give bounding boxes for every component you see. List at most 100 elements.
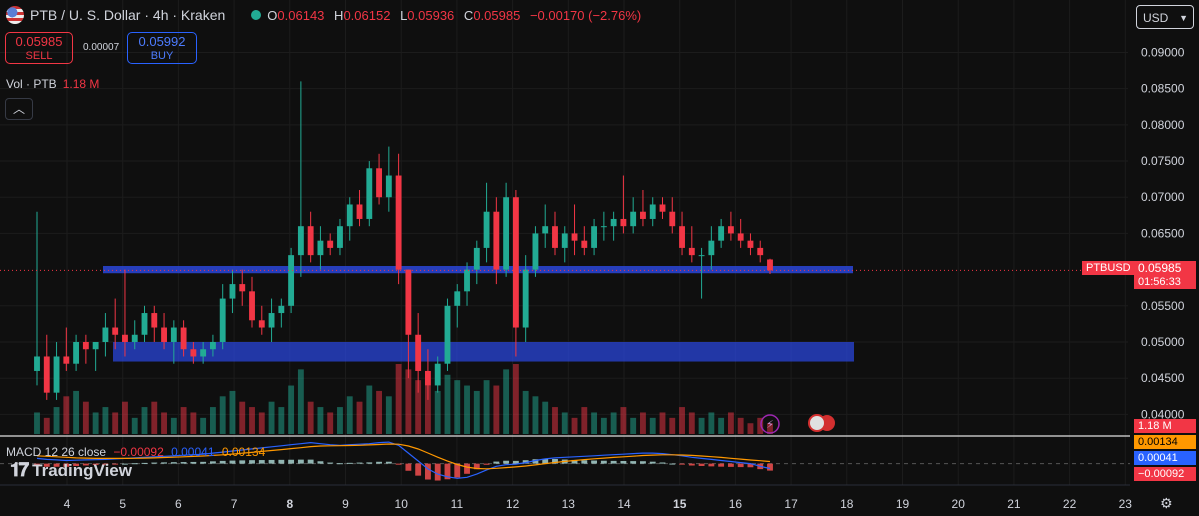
macd-histogram-bar [200,461,207,464]
macd-histogram-bar [620,461,627,464]
volume-bar [131,417,138,434]
macd-histogram-bar [669,463,676,465]
macd-histogram-bar [415,463,422,476]
volume-bar [425,385,431,434]
volume-bar [434,390,441,434]
macd-histogram-bar [473,463,480,470]
candle-body [63,356,70,364]
x-tick-label: 22 [1063,497,1077,511]
price-change: −0.00170 (−2.76%) [529,7,642,23]
macd-histogram-bar [493,461,500,464]
candle-body [747,240,754,248]
volume-bar [464,385,470,434]
macd-histogram-bar [170,462,177,464]
macd-histogram-bar [63,463,70,467]
collapse-legend-button[interactable]: ︿ [5,98,33,120]
y-tick-label: 0.07000 [1141,190,1185,204]
candle-body [503,197,510,270]
candle-body [346,204,353,227]
x-tick-label: 10 [395,497,409,511]
candle-body [34,356,40,371]
macd-histogram-bar [600,460,607,464]
macd-histogram-bar [747,463,754,468]
macd-histogram-bar [571,459,578,464]
candle-body [444,305,451,364]
y-tick-label: 0.07500 [1141,154,1185,168]
volume-bar [727,412,734,434]
buy-button[interactable]: 0.05992 BUY [127,32,197,64]
candle-body [581,240,588,248]
sell-button[interactable]: 0.05985 SELL [5,32,73,64]
candle-body [512,197,519,328]
macd-histogram-bar [229,460,236,464]
macd-histogram-bar [630,461,637,464]
volume-bar [376,390,382,434]
tradingview-logo[interactable]: 𝟏𝟕 TradingView [10,460,132,481]
y-tick-label: 0.04000 [1141,407,1185,421]
macd-histogram-bar [708,463,715,467]
macd-histogram-bar [425,463,431,480]
y-tick-label: 0.04500 [1141,371,1185,385]
candle-body [610,218,617,227]
volume-bar [366,385,373,434]
volume-bar [307,401,314,434]
volume-bar [522,390,529,434]
y-tick-label: 0.05000 [1141,335,1185,349]
candle-body [552,226,558,248]
x-tick-label: 12 [506,497,520,511]
macd-histogram-bar [190,461,197,464]
volume-bar [659,412,666,434]
macd-histogram-bar [327,462,334,464]
lightning-event-icon [760,414,780,434]
candle-body [131,334,138,342]
macd-histogram-bar [366,462,373,464]
macd-value-tag: −0.00092 [1134,467,1196,481]
volume-legend[interactable]: Vol · PTB 1.18 M [6,77,100,91]
macd-legend[interactable]: MACD 12 26 close −0.00092 0.00041 0.0013… [6,445,266,459]
volume-bar [698,417,705,434]
settings-icon[interactable]: ⚙ [1160,495,1173,511]
candle-body [258,320,265,328]
volume-bar [688,412,695,434]
x-tick-label: 7 [231,497,238,511]
candle-body [591,226,598,248]
macd-histogram-bar [376,461,382,464]
volume-bar [200,417,207,434]
macd-histogram-bar [767,463,773,471]
volume-bar [92,412,99,434]
volume-bar [43,417,50,434]
last-price-tag: 0.05985 [1134,261,1196,275]
volume-bar [209,407,216,434]
macd-histogram-bar [727,463,734,467]
x-tick-label: 5 [119,497,126,511]
candle-body [415,334,422,371]
candle-body [708,240,715,256]
volume-bar [473,390,480,434]
candle-body [180,327,187,350]
volume-bar [708,412,715,434]
volume-bar [268,401,275,434]
candle-body [376,168,382,198]
macd-histogram-bar [307,459,314,464]
bar-countdown-tag: 01:56:33 [1134,275,1196,289]
candle-body [82,342,89,350]
symbol-title[interactable]: PTB / U. S. Dollar · 4h · Kraken [30,7,226,23]
currency-select[interactable]: USD ▼ [1136,5,1194,29]
volume-tag: 1.18 M [1134,419,1196,433]
macd-histogram-bar [640,461,646,464]
spread-value: 0.00007 [83,42,120,53]
ohlc-values: O0.06143 H0.06152 L0.05936 C0.05985 −0.0… [267,7,642,23]
x-tick-label: 16 [729,497,743,511]
candle-body [473,247,480,270]
macd-histogram-bar [356,462,363,464]
volume-bar [649,417,656,434]
candle-body [170,327,177,342]
volume-bar [405,369,412,434]
macd-histogram-bar [385,461,392,464]
volume-bar [610,412,617,434]
candle-body [659,204,666,212]
macd-histogram-bar [610,460,617,464]
macd-histogram-bar [102,463,109,465]
